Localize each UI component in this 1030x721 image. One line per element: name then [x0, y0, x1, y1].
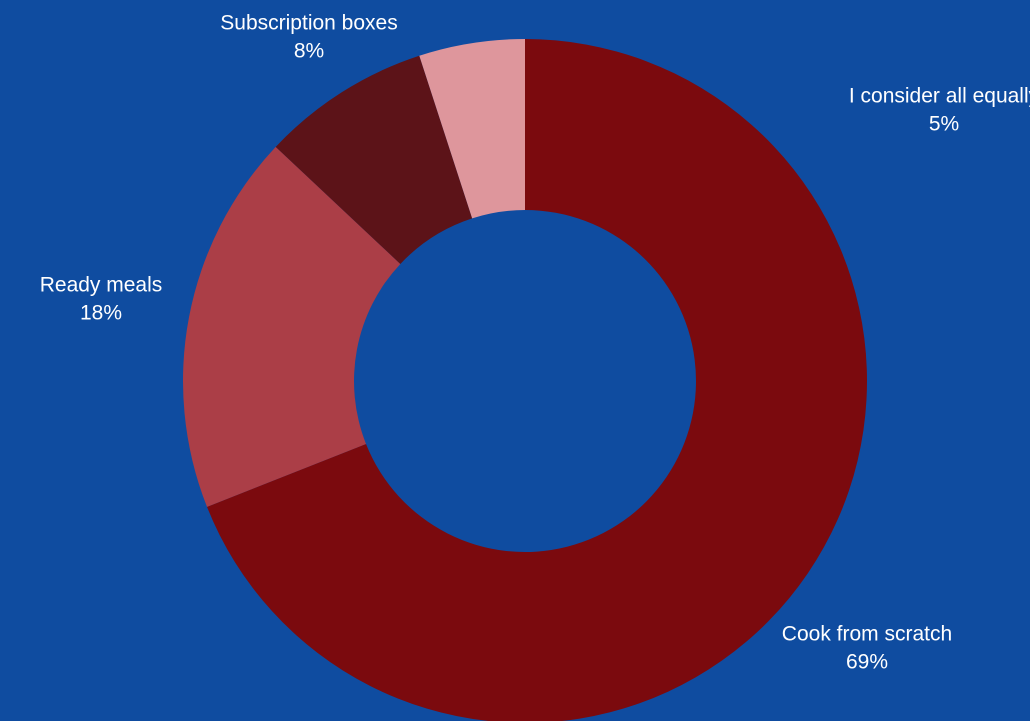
slice-subscription-boxes [275, 55, 473, 264]
slice-label-ready-meals: Ready meals [40, 274, 163, 297]
slice-i-consider-all-equally [419, 39, 525, 219]
slice-cook-from-scratch [207, 39, 867, 721]
slice-label-cook-from-scratch: Cook from scratch [782, 623, 952, 646]
slice-label-i-consider-all-equally: I consider all equally [849, 85, 1030, 108]
slice-label-subscription-boxes: Subscription boxes [220, 12, 397, 35]
slice-percent-cook-from-scratch: 69% [846, 651, 888, 674]
slice-labels: Cook from scratch 69% Ready meals 18% Subscr… [40, 12, 1030, 674]
slice-percent-i-consider-all-equally: 5% [929, 113, 959, 136]
donut-slices [183, 39, 867, 721]
slice-percent-subscription-boxes: 8% [294, 40, 324, 63]
slice-percent-ready-meals: 18% [80, 302, 122, 325]
slice-ready-meals [183, 146, 401, 507]
